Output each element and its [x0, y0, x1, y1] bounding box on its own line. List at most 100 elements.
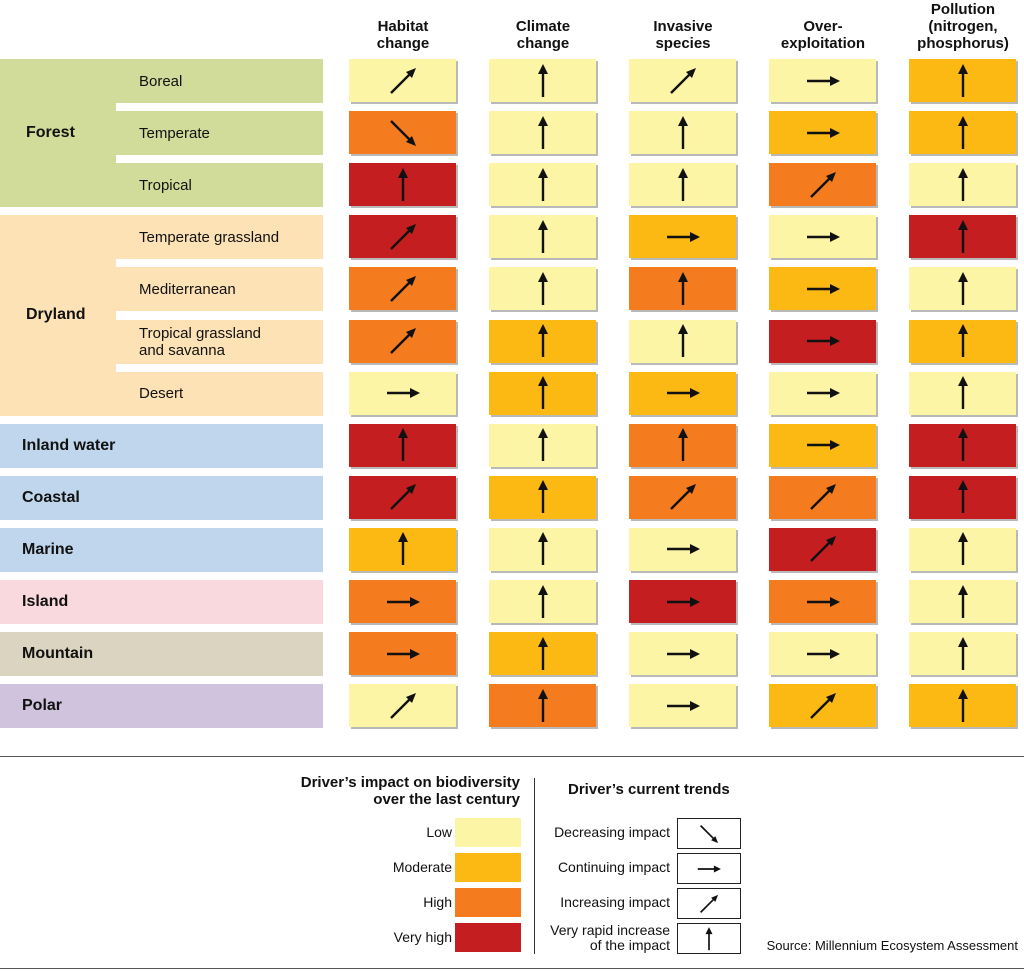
- very-rapid-arrow-icon: [537, 219, 548, 253]
- very-rapid-arrow-icon: [677, 115, 688, 149]
- impact-cell: [769, 632, 876, 676]
- row-band: [116, 59, 323, 103]
- continuing-arrow-icon: [666, 231, 700, 242]
- arrow-head: [397, 167, 408, 178]
- impact-cell: [629, 319, 736, 363]
- arrow-shaft: [389, 226, 413, 250]
- very-rapid-arrow-icon: [537, 636, 548, 670]
- arrow-shaft: [809, 695, 833, 719]
- arrow-shaft: [669, 487, 693, 511]
- row-band: [0, 684, 323, 729]
- impact-cell: [629, 475, 736, 519]
- arrow-shaft: [389, 70, 413, 94]
- group-band: [0, 59, 116, 208]
- row-label: Temperate: [139, 124, 210, 142]
- impact-legend-swatch: [455, 888, 521, 917]
- trend-legend-label: Very rapid increase of the impact: [550, 922, 670, 953]
- continuing-arrow-icon: [666, 700, 700, 711]
- arrow-head: [957, 532, 968, 543]
- increasing-arrow-icon: [809, 171, 836, 198]
- impact-cell: [769, 475, 876, 519]
- arrow-head: [537, 115, 548, 126]
- arrow-head: [689, 648, 700, 659]
- column-header: Over- exploitation: [780, 18, 866, 52]
- arrow-head: [677, 324, 688, 334]
- impact-cell: [349, 475, 456, 519]
- arrow-head: [409, 388, 420, 399]
- column-header: Invasive species: [653, 18, 713, 52]
- arrow-shaft: [809, 487, 833, 511]
- impact-legend-label: Low: [426, 824, 452, 840]
- increasing-arrow-icon: [700, 894, 719, 913]
- row-label: Tropical: [139, 176, 192, 194]
- very-rapid-arrow-icon: [537, 167, 548, 201]
- column-header: Climate change: [515, 18, 571, 52]
- arrow-head: [705, 926, 713, 934]
- arrow-head: [537, 636, 548, 647]
- very-rapid-arrow-icon: [537, 115, 548, 149]
- arrow-head: [685, 67, 696, 78]
- arrow-head: [537, 167, 548, 178]
- arrow-head: [957, 428, 968, 439]
- arrow-head: [689, 596, 700, 607]
- row-band: [116, 215, 323, 260]
- row-band: [116, 111, 323, 156]
- arrow-head: [405, 67, 416, 78]
- arrow-head: [829, 283, 840, 294]
- impact-cell: [909, 684, 1016, 728]
- impact-cell: [349, 59, 456, 102]
- arrow-head: [957, 115, 968, 126]
- continuing-arrow-icon: [806, 336, 840, 346]
- arrow-head: [957, 636, 968, 647]
- continuing-arrow-icon: [386, 648, 420, 659]
- arrow-head: [537, 428, 548, 439]
- very-rapid-arrow-icon: [957, 584, 968, 618]
- arrow-head: [677, 167, 688, 178]
- impact-legend-label: High: [423, 894, 452, 910]
- arrow-head: [397, 428, 408, 439]
- increasing-arrow-icon: [809, 484, 836, 511]
- impact-cell: [629, 632, 736, 676]
- arrow-head: [689, 544, 700, 555]
- continuing-arrow-icon: [666, 544, 700, 555]
- impact-cell: [769, 580, 876, 623]
- impact-cell: [489, 59, 596, 102]
- arrow-head: [825, 692, 836, 703]
- row-label: Temperate grassland: [139, 228, 280, 246]
- very-rapid-arrow-icon: [957, 271, 968, 305]
- very-rapid-arrow-icon: [957, 63, 968, 97]
- arrow-head: [825, 484, 836, 495]
- very-rapid-arrow-icon: [397, 428, 408, 462]
- arrow-head: [537, 532, 548, 543]
- continuing-arrow-icon: [666, 388, 700, 399]
- impact-cell: [629, 111, 736, 155]
- continuing-arrow-icon: [806, 648, 840, 659]
- impact-cell: [629, 59, 736, 102]
- continuing-arrow-icon: [806, 75, 840, 86]
- impact-cell: [909, 59, 1016, 102]
- impact-cell: [489, 632, 596, 676]
- arrow-shaft: [389, 487, 413, 511]
- impact-cell: [349, 163, 456, 207]
- very-rapid-arrow-icon: [957, 376, 968, 410]
- impact-cell: [629, 684, 736, 728]
- arrow-shaft: [389, 695, 413, 719]
- very-rapid-arrow-icon: [957, 532, 968, 566]
- divider-line: [0, 756, 1024, 757]
- very-rapid-arrow-icon: [537, 428, 548, 462]
- continuing-arrow-icon: [806, 596, 840, 607]
- arrow-head: [537, 324, 548, 334]
- group-label: Marine: [22, 540, 74, 558]
- very-rapid-arrow-icon: [677, 271, 688, 305]
- arrow-head: [397, 532, 408, 543]
- bottom-rule: [0, 968, 1024, 969]
- very-rapid-arrow-icon: [957, 428, 968, 462]
- row-band: [116, 267, 323, 312]
- impact-cell: [349, 423, 456, 467]
- impact-cell: [909, 267, 1016, 311]
- very-rapid-arrow-icon: [957, 219, 968, 253]
- row-band: [0, 580, 323, 624]
- impact-cell: [489, 371, 596, 415]
- arrow-shaft: [809, 174, 833, 198]
- arrow-head: [677, 115, 688, 126]
